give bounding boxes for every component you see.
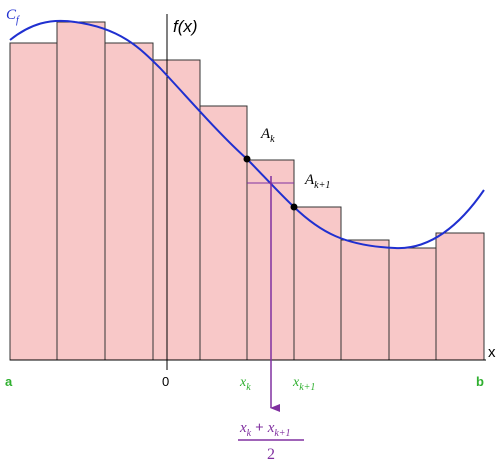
- point: [243, 155, 251, 163]
- xk1-label: xk+1: [292, 375, 315, 393]
- xk-label: xk: [239, 375, 251, 393]
- curve-label: Cf: [6, 7, 20, 26]
- denominator: 2: [267, 446, 275, 463]
- rect: [104, 42, 154, 361]
- rect: [56, 21, 106, 361]
- x-axis-label: x: [488, 344, 496, 361]
- rect: [435, 232, 485, 361]
- rect: [199, 105, 248, 361]
- rect: [340, 239, 390, 361]
- numerator: xk + xk+1: [239, 420, 291, 439]
- a-label: a: [5, 374, 13, 389]
- origin-label: 0: [162, 374, 169, 389]
- point-label: Ak+1: [304, 172, 330, 191]
- point-label: Ak: [260, 126, 275, 145]
- rect: [9, 42, 58, 361]
- midpoint-fraction: xk + xk+1 2: [238, 420, 304, 463]
- rect: [152, 59, 201, 361]
- b-label: b: [476, 374, 484, 389]
- point: [290, 203, 298, 211]
- rect: [388, 247, 437, 361]
- rectangles: [9, 21, 485, 361]
- rect: [293, 206, 342, 361]
- y-axis-label: f(x): [173, 17, 198, 36]
